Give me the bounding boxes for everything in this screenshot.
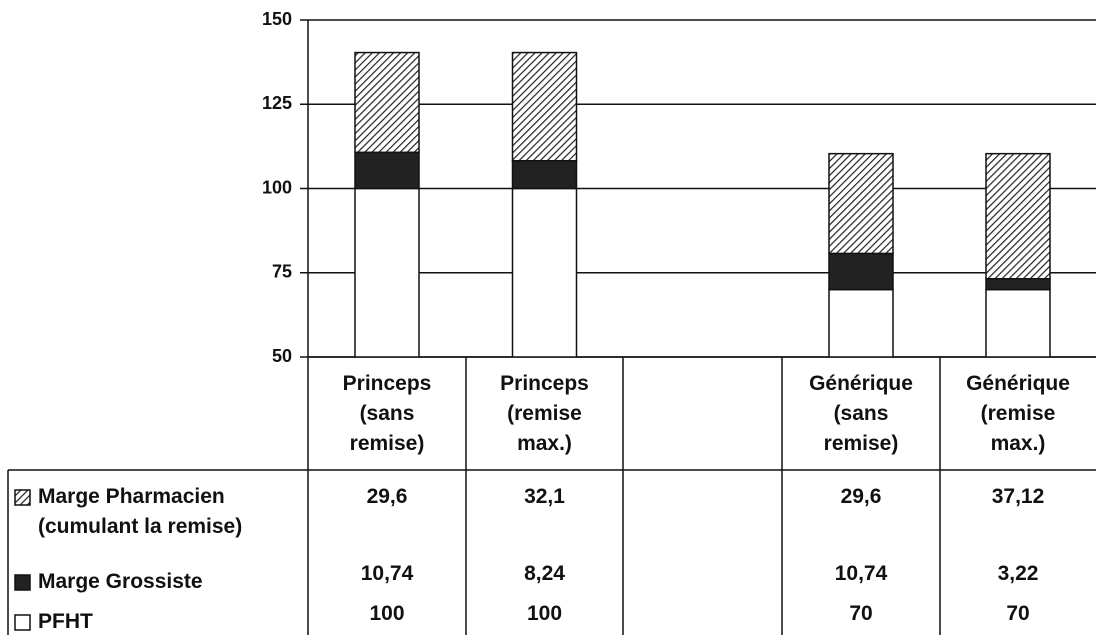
legend-label: PFHT: [38, 610, 93, 633]
bar-segment: [828, 152, 894, 255]
bar-segment: [828, 252, 894, 291]
data-label: 29,6: [840, 485, 882, 508]
legend-swatch: [14, 574, 31, 591]
y-tick-label: 50: [272, 346, 292, 366]
bars: [354, 51, 1051, 357]
bar-segment: [354, 151, 420, 190]
data-label: 10,74: [360, 562, 414, 585]
bar-segment: [511, 51, 578, 162]
data-label: 10,74: [834, 562, 888, 585]
bar-segment: [354, 51, 420, 154]
legend-entry: Marge Grossiste: [8, 567, 298, 597]
x-tick-label: Princeps (sans remise): [342, 371, 432, 455]
data-label: 32,1: [524, 485, 565, 508]
y-tick-label: 150: [262, 9, 292, 29]
y-tick-label: 100: [262, 177, 292, 197]
legend-swatch: [14, 489, 31, 506]
bar-segment: [985, 152, 1051, 280]
y-tick-label: 125: [262, 93, 292, 113]
legend-swatch: [14, 614, 31, 631]
legend-entry: Marge Pharmacien (cumulant la remise): [8, 482, 298, 542]
x-tick-label: Princeps (remise max.): [500, 371, 589, 455]
legend-symbol: [14, 574, 31, 591]
legend-label: Marge Grossiste: [38, 570, 203, 593]
category-header: Générique (sans remise): [782, 357, 940, 470]
legend-symbol: [14, 614, 31, 631]
data-label: 8,24: [524, 562, 565, 585]
data-label: 37,12: [991, 485, 1045, 508]
legend-label: Marge Pharmacien (cumulant la remise): [38, 485, 243, 538]
bar-segment: [511, 159, 578, 190]
bar-segment: [828, 288, 894, 357]
category-header: Princeps (remise max.): [466, 357, 623, 470]
category-header: Générique (remise max.): [940, 357, 1096, 470]
data-label: 70: [849, 602, 873, 625]
data-label: 70: [1006, 602, 1030, 625]
data-label: 29,6: [366, 485, 408, 508]
legend-entry: PFHT: [8, 607, 298, 637]
y-tick-label: 75: [272, 262, 292, 282]
data-label: 100: [526, 602, 563, 625]
x-tick-label: Générique (sans remise): [809, 371, 913, 455]
data-label: 3,22: [997, 562, 1039, 585]
data-label: 100: [369, 602, 405, 625]
category-header: Princeps (sans remise): [308, 357, 466, 470]
bar-segment: [985, 277, 1051, 291]
legend-symbol: [14, 489, 31, 506]
x-tick-label: Générique (remise max.): [966, 371, 1070, 455]
